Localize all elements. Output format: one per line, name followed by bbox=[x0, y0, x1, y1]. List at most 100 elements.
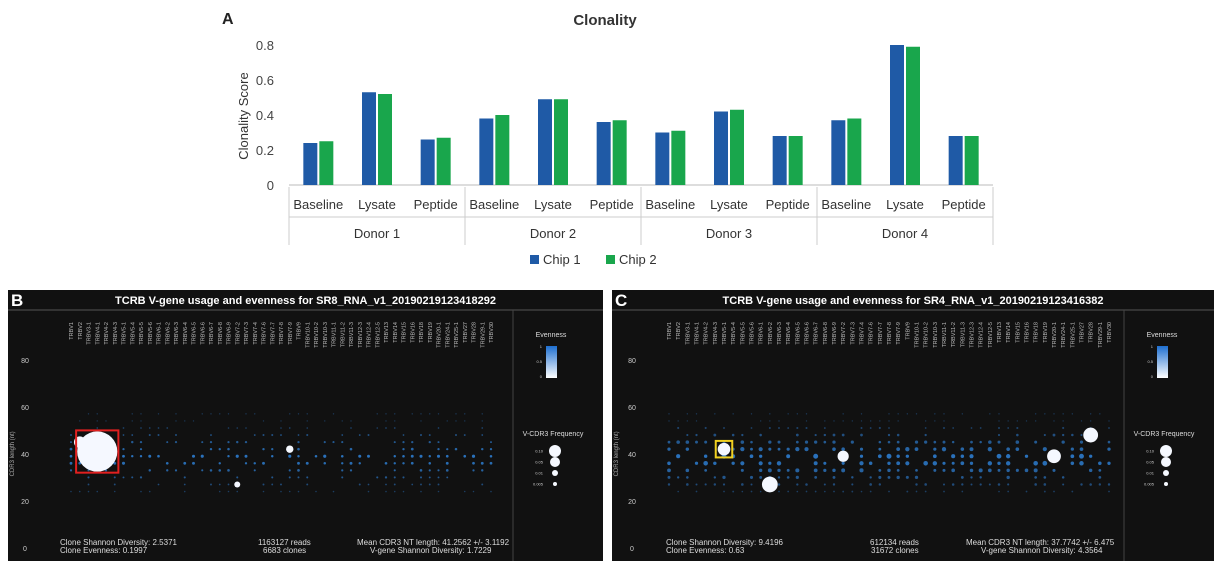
clone-dot bbox=[776, 461, 782, 466]
size-legend-circle bbox=[549, 445, 561, 457]
clone-dot bbox=[695, 420, 698, 422]
clone-dot bbox=[969, 454, 974, 459]
clone-dot bbox=[139, 476, 143, 479]
clone-dot bbox=[695, 490, 698, 493]
clone-dot bbox=[667, 483, 671, 486]
y-tick-label: 40 bbox=[628, 452, 636, 459]
clone-dot bbox=[235, 454, 239, 458]
clone-dot bbox=[741, 433, 744, 437]
panel-c: CDR3 length (nt) 0 20 40 60 80 TRBV1 TRBV2 TRBV3… bbox=[612, 290, 1214, 561]
clone-dot bbox=[1061, 433, 1065, 437]
clone-dot bbox=[428, 440, 431, 444]
clone-dot bbox=[209, 469, 213, 472]
clone-dot bbox=[786, 476, 790, 479]
clone-dot bbox=[886, 453, 892, 459]
clone-dot bbox=[750, 413, 753, 415]
gene-label: TRBV7-4 bbox=[860, 322, 866, 345]
clone-dot bbox=[166, 427, 169, 429]
clone-dot bbox=[385, 413, 387, 415]
clone-dot bbox=[428, 455, 431, 458]
gene-label: TRBV6-1 bbox=[157, 322, 163, 345]
dominant-clone bbox=[286, 445, 294, 453]
clone-dot bbox=[297, 447, 300, 451]
clone-dot bbox=[722, 475, 726, 480]
clone-dot bbox=[288, 490, 291, 493]
y-axis-label: CDR3 length (nt) bbox=[10, 431, 16, 476]
clone-dot bbox=[869, 427, 872, 429]
clone-dot bbox=[1052, 433, 1056, 437]
gene-label: TRBV6-9 bbox=[832, 322, 838, 345]
y-tick-label: 0 bbox=[267, 178, 274, 193]
clone-dot bbox=[341, 462, 344, 465]
dominant-clone bbox=[1047, 449, 1061, 464]
clone-dot bbox=[481, 434, 484, 436]
clone-dot bbox=[1007, 490, 1010, 493]
clone-dot bbox=[1015, 468, 1019, 472]
clone-dot bbox=[713, 483, 717, 486]
clone-dot bbox=[200, 454, 204, 458]
clone-dot bbox=[1007, 483, 1010, 486]
clone-dot bbox=[1062, 420, 1064, 422]
clone-dot bbox=[139, 440, 143, 444]
gene-label: TRBV1 bbox=[69, 322, 75, 340]
gene-label: TRBV28 bbox=[472, 322, 478, 343]
gene-label: TRBV30 bbox=[1107, 322, 1113, 343]
clone-dot bbox=[297, 476, 300, 479]
clone-dot bbox=[942, 461, 946, 465]
clone-dot bbox=[394, 413, 396, 415]
clone-dot bbox=[905, 454, 909, 458]
clone-dot bbox=[131, 455, 134, 458]
evenness-legend-title: Evenness bbox=[536, 332, 567, 339]
clone-dot bbox=[713, 461, 717, 466]
clone-dot bbox=[969, 461, 974, 465]
clone-dot bbox=[227, 427, 230, 429]
clone-dot bbox=[713, 433, 717, 437]
clone-dot bbox=[122, 476, 125, 479]
gene-label: TRBV5-5 bbox=[139, 322, 145, 345]
clone-dot bbox=[288, 427, 291, 429]
bar-chip-1 bbox=[303, 143, 318, 185]
clone-dot bbox=[271, 455, 274, 458]
clone-dot bbox=[888, 427, 890, 429]
evenness-tick: 0 bbox=[540, 374, 543, 379]
gene-label: TRBV4-3 bbox=[113, 322, 119, 345]
clone-dot bbox=[887, 433, 891, 437]
size-legend-circle bbox=[552, 470, 558, 476]
clone-dot bbox=[778, 420, 780, 422]
x-tick-label: Baseline bbox=[645, 197, 695, 212]
clone-dot bbox=[1070, 454, 1075, 459]
clone-dot bbox=[131, 420, 133, 422]
clone-dot bbox=[694, 461, 699, 465]
gene-label: TRBV5-5 bbox=[740, 322, 746, 345]
clone-dot bbox=[943, 413, 945, 415]
clone-dot bbox=[896, 475, 900, 480]
clone-dot bbox=[823, 427, 826, 429]
clone-dot bbox=[877, 454, 882, 459]
clone-dot bbox=[695, 413, 698, 415]
clone-dot bbox=[924, 483, 927, 486]
size-legend-title: V-CDR3 Frequency bbox=[1134, 431, 1195, 438]
y-tick-label: 0.8 bbox=[256, 38, 274, 53]
clone-dot bbox=[951, 454, 956, 459]
clone-dot bbox=[906, 413, 909, 415]
clone-dot bbox=[297, 469, 300, 472]
clone-dot bbox=[402, 476, 405, 479]
gene-label: TRBV29-1 bbox=[480, 322, 486, 348]
clone-dot bbox=[676, 476, 680, 479]
clone-dot bbox=[1062, 483, 1065, 486]
clone-dot bbox=[454, 434, 458, 437]
clone-dot bbox=[376, 413, 378, 415]
y-tick-label: 0.6 bbox=[256, 73, 274, 88]
clone-dot bbox=[777, 476, 781, 479]
clone-dot bbox=[905, 461, 910, 466]
clone-dot bbox=[236, 490, 239, 493]
clone-dot bbox=[878, 483, 882, 486]
evenness-tick: 0 bbox=[1151, 374, 1154, 379]
gene-label: TRBV10-1 bbox=[305, 322, 311, 348]
clone-dot bbox=[1080, 420, 1083, 422]
evenness-colorbar bbox=[1157, 346, 1168, 378]
clone-dot bbox=[445, 454, 449, 458]
gene-label: TRBV6-5 bbox=[192, 322, 198, 345]
clone-dot bbox=[481, 483, 484, 486]
clone-dot bbox=[174, 441, 178, 444]
